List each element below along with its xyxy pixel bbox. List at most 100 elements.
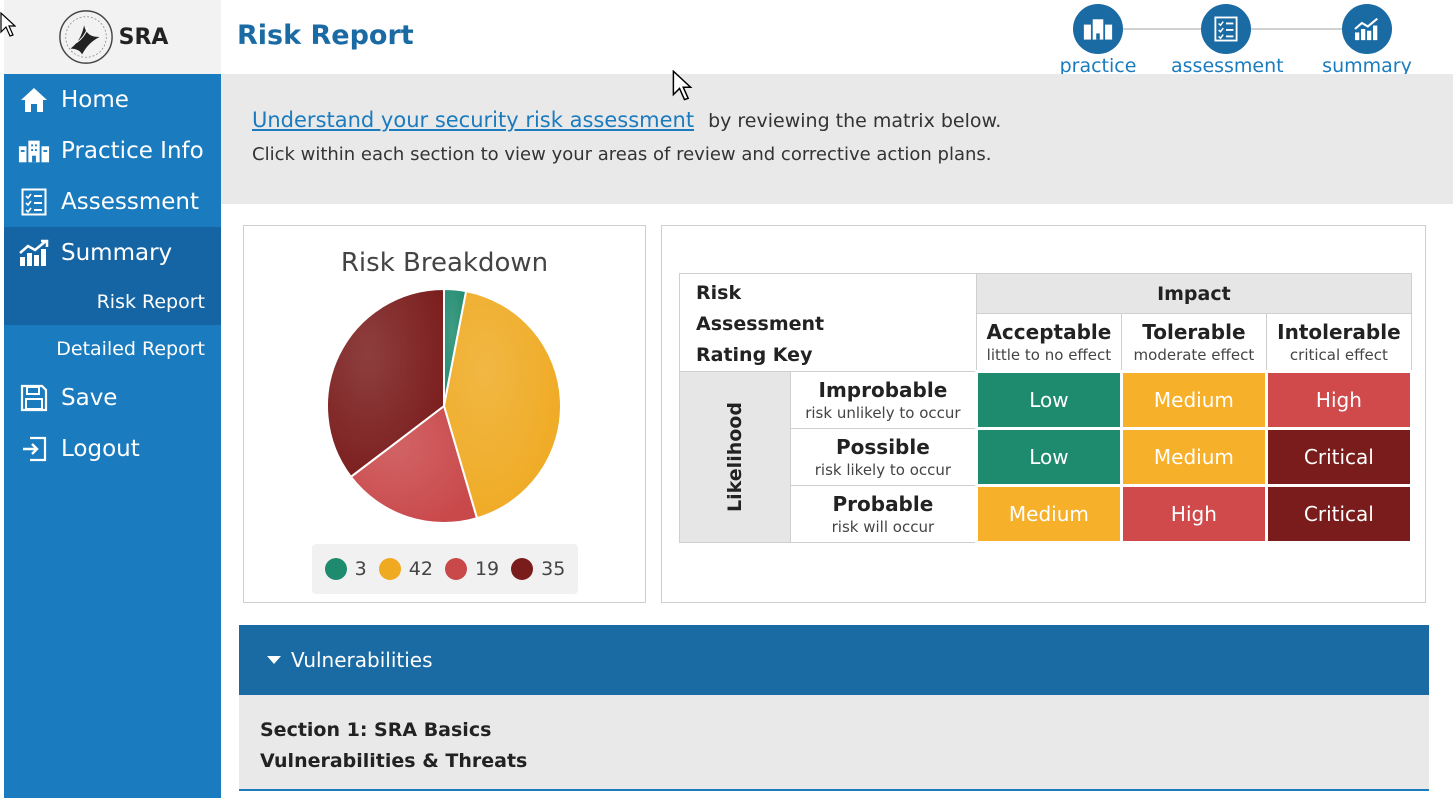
matrix-row-improbable: Likelihood Improbable risk unlikely to o… <box>679 370 1413 543</box>
legend-dot <box>511 558 534 580</box>
nav-logout-label: Logout <box>61 435 140 462</box>
matrix-cell[interactable]: Critical <box>1264 427 1413 487</box>
nav-summary[interactable]: Summary <box>4 227 221 278</box>
rating-key: Risk Assessment Rating Key <box>679 273 977 372</box>
intro-line-2: Click within each section to view your a… <box>252 144 992 165</box>
row-title: Probable <box>832 492 934 516</box>
checklist-icon <box>18 186 50 218</box>
legend-item-low[interactable]: 3 <box>324 558 367 580</box>
column-title: Acceptable <box>986 320 1112 344</box>
legend-item-medium[interactable]: 42 <box>378 558 433 580</box>
matrix-cell[interactable]: Medium <box>1119 427 1268 487</box>
nav-assessment-label: Assessment <box>61 188 199 215</box>
intro-band: Understand your security risk assessment… <box>221 74 1453 204</box>
nav-detailed-report[interactable]: Detailed Report <box>4 325 221 372</box>
risk-breakdown-card: Risk Breakdown 3 42 19 35 <box>243 225 646 603</box>
row-header: Possible risk likely to occur <box>789 428 977 486</box>
step-connector <box>1251 28 1371 30</box>
caret-down-icon <box>267 656 281 664</box>
section-subtitle: Vulnerabilities & Threats <box>260 750 528 772</box>
likelihood-header: Likelihood <box>679 371 791 543</box>
nav-practice-info[interactable]: Practice Info <box>4 125 221 176</box>
nav-practice-info-label: Practice Info <box>61 137 204 164</box>
matrix-cell[interactable]: High <box>1264 370 1413 430</box>
understand-assessment-link[interactable]: Understand your security risk assessment <box>252 108 695 132</box>
matrix-cell[interactable]: Medium <box>1119 370 1268 430</box>
step-practice-label: practice <box>1059 55 1137 77</box>
row-header: Improbable risk unlikely to occur <box>789 371 977 429</box>
likelihood-label: Likelihood <box>723 402 746 512</box>
building-icon <box>1073 4 1123 54</box>
nav-risk-report[interactable]: Risk Report <box>4 278 221 325</box>
section-title: Section 1: SRA Basics <box>260 719 492 741</box>
pie-slice-critical[interactable] <box>326 287 445 479</box>
row-subtitle: risk will occur <box>831 518 935 536</box>
chart-icon <box>18 237 50 269</box>
legend-dot <box>378 558 401 580</box>
impact-column-acceptable: Acceptable little to no effect <box>975 313 1122 372</box>
impact-column-intolerable: Intolerable critical effect <box>1265 313 1412 372</box>
intro-line-1-text: by reviewing the matrix below. <box>708 110 1002 132</box>
nav-home-label: Home <box>61 86 129 113</box>
mouse-cursor-icon <box>672 70 693 101</box>
pie-slice-high[interactable] <box>349 404 479 524</box>
column-title: Intolerable <box>1277 320 1401 344</box>
nav-assessment[interactable]: Assessment <box>4 176 221 227</box>
logout-icon <box>18 433 50 465</box>
nav-risk-report-label: Risk Report <box>96 290 205 313</box>
step-connector <box>1123 28 1233 30</box>
nav-detailed-report-label: Detailed Report <box>56 337 205 360</box>
matrix-cell[interactable]: Medium <box>974 484 1123 544</box>
column-subtitle: moderate effect <box>1133 346 1255 364</box>
legend-value: 35 <box>541 558 566 580</box>
header: Risk Report practice assessment summary <box>221 0 1453 77</box>
step-practice[interactable]: practice <box>1043 4 1153 77</box>
vulnerabilities-toggle[interactable]: Vulnerabilities <box>239 625 1429 695</box>
matrix-row-probable: Probable risk will occur Medium High Cri… <box>680 484 1413 544</box>
row-subtitle: risk likely to occur <box>814 461 952 479</box>
legend-value: 19 <box>474 558 500 580</box>
matrix-cell[interactable]: Critical <box>1264 484 1413 544</box>
row-title: Possible <box>835 435 930 459</box>
pie-slice-medium[interactable] <box>442 289 562 520</box>
section-row[interactable]: Section 1: SRA Basics Vulnerabilities & … <box>239 695 1429 791</box>
column-subtitle: critical effect <box>1289 346 1388 364</box>
step-assessment[interactable]: assessment <box>1171 4 1284 77</box>
chart-title: Risk Breakdown <box>340 248 549 278</box>
nav-save[interactable]: Save <box>4 372 221 423</box>
nav-logout[interactable]: Logout <box>4 423 221 474</box>
legend-dot <box>324 558 347 580</box>
nav-home[interactable]: Home <box>4 74 221 125</box>
step-assessment-label: assessment <box>1171 55 1284 77</box>
legend-item-critical[interactable]: 35 <box>511 558 565 580</box>
hhs-seal-icon <box>58 10 113 64</box>
risk-matrix: Risk Assessment Rating Key Impact Accept… <box>679 273 1413 544</box>
checklist-icon <box>1201 4 1251 54</box>
home-icon <box>18 84 50 116</box>
pie-chart[interactable] <box>314 284 574 534</box>
chart-legend: 3 42 19 35 <box>312 544 578 594</box>
legend-item-high[interactable]: 19 <box>444 558 500 580</box>
intro-line-1: Understand your security risk assessment… <box>252 108 1453 132</box>
impact-header: Impact <box>975 273 1412 314</box>
matrix-cell[interactable]: High <box>1119 484 1268 544</box>
legend-dot <box>444 558 467 580</box>
legend-value: 3 <box>354 558 367 580</box>
rating-key-line: Risk <box>696 282 742 304</box>
row-title: Improbable <box>818 378 948 402</box>
nav-save-label: Save <box>61 384 118 411</box>
sidebar: SRA Home Practice Info Assessment Summar… <box>4 0 221 798</box>
nav-summary-label: Summary <box>61 239 173 266</box>
logo-text: SRA <box>118 24 169 50</box>
chart-icon <box>1342 4 1392 54</box>
step-summary-label: summary <box>1322 55 1412 77</box>
matrix-cell[interactable]: Low <box>974 427 1123 487</box>
legend-value: 42 <box>408 558 433 580</box>
impact-column-tolerable: Tolerable moderate effect <box>1120 313 1267 372</box>
step-summary[interactable]: summary <box>1312 4 1422 77</box>
row-subtitle: risk unlikely to occur <box>805 404 961 422</box>
matrix-cell[interactable]: Low <box>974 370 1123 430</box>
logo: SRA <box>4 0 221 74</box>
page-title: Risk Report <box>237 20 414 51</box>
